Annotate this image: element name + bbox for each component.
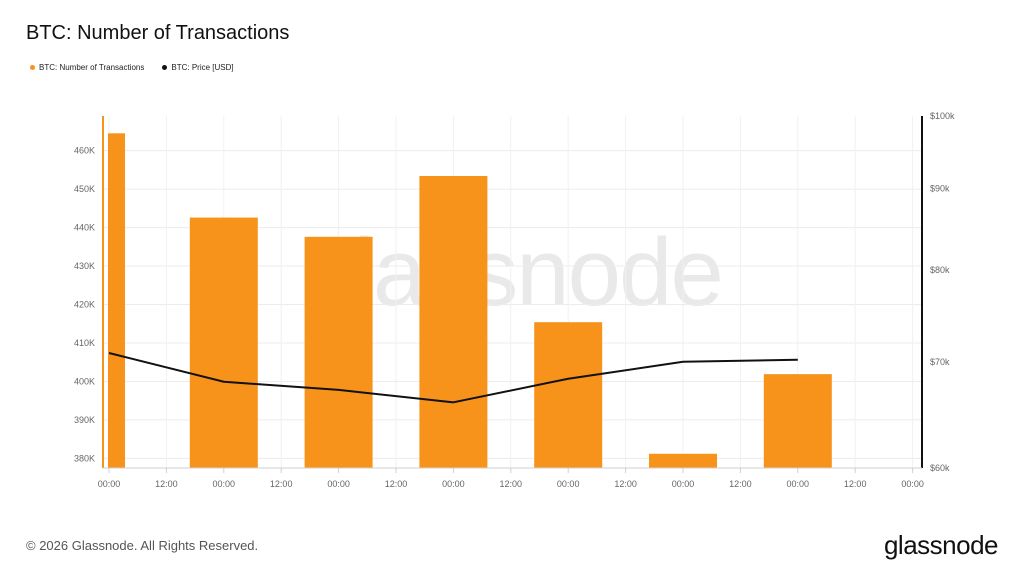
legend-label-transactions: BTC: Number of Transactions <box>39 63 145 72</box>
x-tick-label: 12:00 <box>270 479 293 489</box>
copyright-footer: © 2026 Glassnode. All Rights Reserved. <box>26 538 259 553</box>
x-tick-label: 12:00 <box>385 479 408 489</box>
y-right-tick-label: $80k <box>930 265 950 275</box>
y-left-tick-label: 440K <box>74 223 95 233</box>
x-tick-label: 00:00 <box>787 479 810 489</box>
legend-label-price: BTC: Price [USD] <box>171 63 234 72</box>
axes: 380K 390K 400K 410K 420K 430K 440K 450K 460K $60k… <box>74 111 955 489</box>
x-tick-label: 00:00 <box>327 479 350 489</box>
transactions-bar <box>534 322 603 468</box>
x-tick-label: 12:00 <box>844 479 867 489</box>
transactions-bar <box>763 374 832 468</box>
y-left-tick-label: 400K <box>74 376 95 386</box>
y-left-tick-label: 410K <box>74 338 95 348</box>
chart-title: BTC: Number of Transactions <box>26 22 290 44</box>
bars <box>108 133 832 469</box>
y-left-tick-label: 450K <box>74 184 95 194</box>
y-right-tick-label: $60k <box>930 463 950 473</box>
y-right-tick-label: $90k <box>930 184 950 194</box>
brand-logo[interactable]: glassnode <box>883 530 999 560</box>
x-tick-label: 12:00 <box>729 479 752 489</box>
transactions-bar <box>649 453 717 468</box>
y-right-tick-label: $70k <box>930 357 950 367</box>
y-right-tick-label: $100k <box>930 111 955 121</box>
transactions-bar <box>419 176 488 468</box>
x-tick-label: 00:00 <box>213 479 236 489</box>
transactions-bar <box>108 133 125 469</box>
legend: BTC: Number of Transactions BTC: Price [… <box>30 63 234 72</box>
price-line-group <box>108 352 798 404</box>
x-tick-label: 00:00 <box>442 479 465 489</box>
transactions-bar <box>189 217 258 468</box>
x-tick-label: 12:00 <box>155 479 178 489</box>
transactions-bar <box>304 236 373 468</box>
y-left-tick-label: 460K <box>74 146 95 156</box>
x-tick-label: 00:00 <box>672 479 695 489</box>
legend-item-transactions[interactable]: BTC: Number of Transactions <box>30 63 144 72</box>
y-left-tick-label: 390K <box>74 415 95 425</box>
legend-swatch-transactions <box>30 65 35 70</box>
x-tick-label: 12:00 <box>614 479 637 489</box>
x-tick-label: 12:00 <box>500 479 523 489</box>
y-left-tick-label: 420K <box>74 300 95 310</box>
legend-swatch-price <box>162 65 168 70</box>
x-tick-label: 00:00 <box>98 479 121 489</box>
x-tick-label: 00:00 <box>901 479 924 489</box>
x-tick-label: 00:00 <box>557 479 580 489</box>
y-left-tick-label: 430K <box>74 261 95 271</box>
y-left-tick-label: 380K <box>74 453 95 463</box>
legend-item-price[interactable]: BTC: Price [USD] <box>162 63 234 72</box>
